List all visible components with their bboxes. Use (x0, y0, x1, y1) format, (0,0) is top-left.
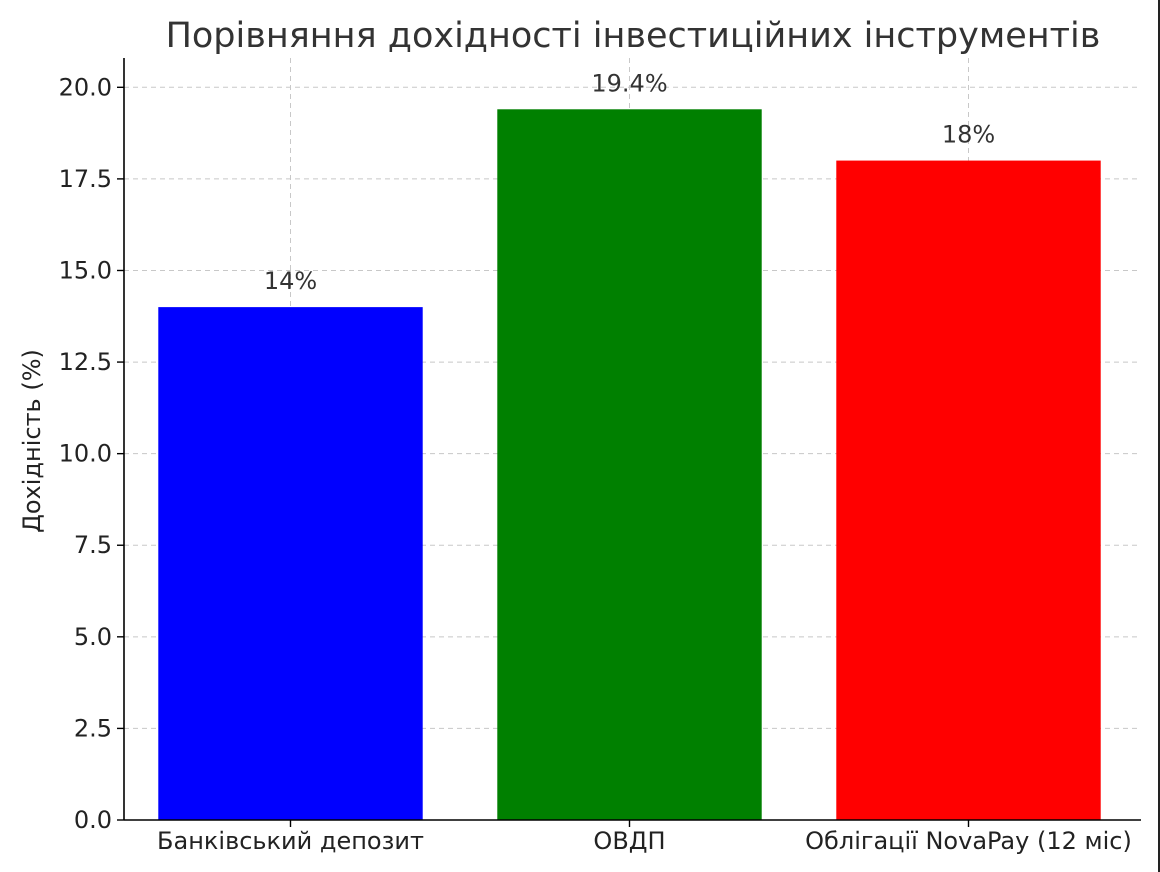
bar (497, 109, 762, 821)
x-tick-label: ОВДП (593, 827, 665, 855)
x-tick-label: Облігації NovaPay (12 міс) (805, 827, 1132, 855)
y-tick-label: 10.0 (59, 440, 112, 468)
bars (158, 109, 1101, 821)
y-tick-label: 17.5 (59, 165, 112, 193)
y-tick-label: 0.0 (74, 806, 112, 834)
bar-value-label: 18% (942, 121, 995, 149)
bar-value-label: 14% (264, 267, 317, 295)
y-tick-label: 20.0 (59, 73, 112, 101)
window-edge (1158, 0, 1160, 872)
y-tick-label: 12.5 (59, 348, 112, 376)
chart-title: Порівняння дохідності інвестиційних інст… (166, 16, 1101, 56)
y-tick-label: 2.5 (74, 714, 112, 742)
y-tick-label: 15.0 (59, 256, 112, 284)
bar (836, 160, 1101, 821)
bar-value-label: 19.4% (591, 69, 667, 97)
axes: 0.0 2.5 5.0 7.5 10.0 12.5 15.0 17.5 20.0 Банківсь… (59, 58, 1141, 855)
y-tick-label: 7.5 (74, 531, 112, 559)
data-labels: 14% 19.4% 18% (264, 69, 995, 295)
x-tick-label: Банківський депозит (157, 827, 424, 855)
bar (158, 307, 423, 821)
y-tick-label: 5.0 (74, 623, 112, 651)
y-axis-label: Дохідність (%) (18, 349, 46, 533)
